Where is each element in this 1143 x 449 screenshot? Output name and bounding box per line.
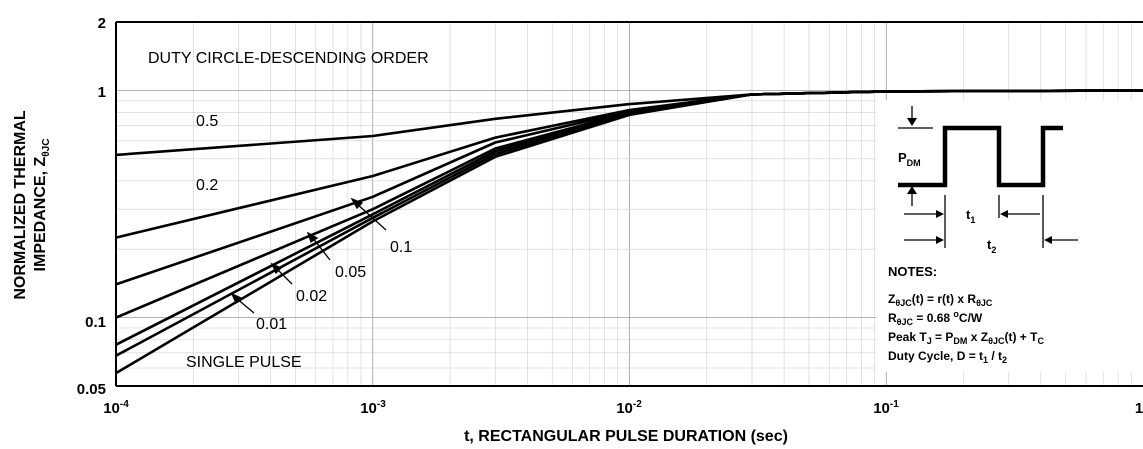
pulse-waveform-inset [898, 106, 1078, 248]
x-tick-label-1e-1: 10-1 [873, 399, 899, 417]
inset-background [876, 100, 1143, 372]
notes-block: NOTES: ZθJC(t) = r(t) x RθJC RθJC = 0.68… [888, 264, 1044, 365]
notes-line-3: Peak TJ = PDM x ZθJC(t) + TC [888, 330, 1044, 346]
y-axis-title-line-2: IMPEDANCE, ZθJC [32, 139, 52, 272]
series-label-0-02: 0.02 [296, 288, 327, 305]
inset-t2-label: t2 [987, 237, 996, 255]
inset-t1-label: t1 [966, 207, 975, 225]
y-tick-label-0-1: 0.1 [85, 314, 106, 331]
x-tick-label-1e-2: 10-2 [616, 399, 642, 417]
series-label-0-05: 0.05 [335, 264, 366, 281]
label-leaders [230, 197, 387, 314]
y-axis-title-line-1: NORMALIZED THERMAL [12, 110, 29, 300]
x-axis-title: t, RECTANGULAR PULSE DURATION (sec) [464, 428, 788, 445]
series-label-0-5: 0.5 [196, 113, 218, 130]
legend-title: DUTY CIRCLE-DESCENDING ORDER [148, 50, 429, 67]
x-tick-label-1: 1 [1135, 400, 1143, 417]
y-tick-label-1: 1 [98, 84, 106, 101]
series-line-6 [115, 89, 1143, 375]
series-label-single-pulse: SINGLE PULSE [186, 354, 302, 371]
series-label-0-01: 0.01 [256, 316, 287, 333]
notes-line-4: Duty Cycle, D = t1 / t2 [888, 349, 1007, 365]
notes-line-1: ZθJC(t) = r(t) x RθJC [888, 292, 993, 308]
x-tick-label-1e-4: 10-4 [103, 399, 129, 417]
y-tick-label-2: 2 [98, 15, 106, 32]
x-tick-label-1e-3: 10-3 [360, 399, 386, 417]
notes-line-2: RθJC = 0.68 oC/W [888, 309, 983, 327]
y-tick-label-0-05: 0.05 [77, 381, 106, 398]
inset-pdm-label: PDM [898, 150, 921, 168]
series-label-0-2: 0.2 [196, 177, 218, 194]
notes-title: NOTES: [888, 264, 937, 279]
series-label-0-1: 0.1 [390, 239, 412, 256]
